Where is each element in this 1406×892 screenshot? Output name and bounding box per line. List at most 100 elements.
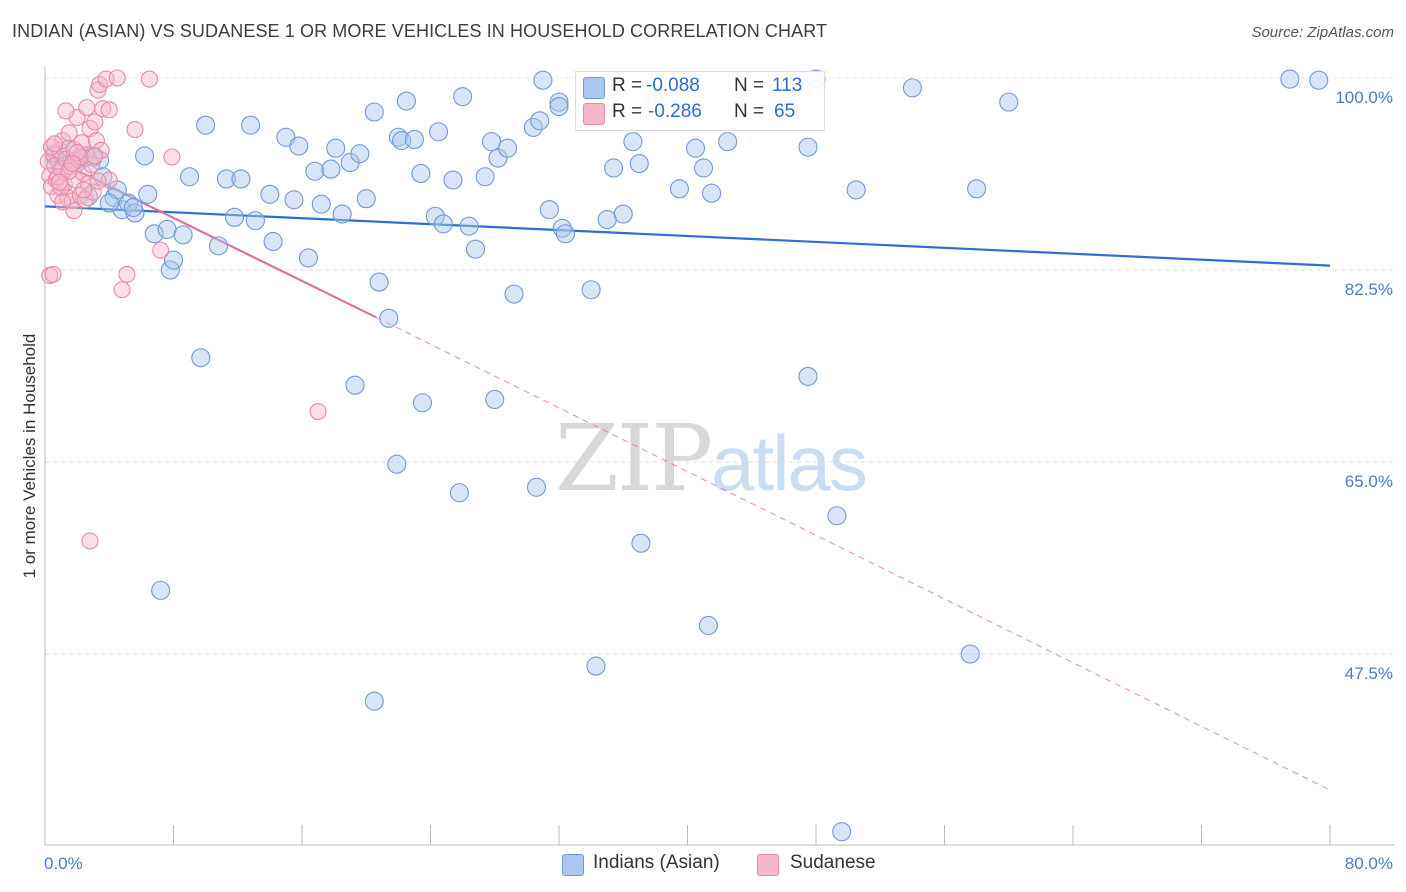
point-indians (631, 533, 651, 553)
y-tick-label: 82.5% (1345, 280, 1393, 299)
point-indians (241, 115, 261, 135)
point-indians (597, 209, 617, 230)
point-indians (832, 822, 852, 842)
point-sudanese (309, 402, 327, 421)
point-indians (208, 236, 229, 256)
legend-r-label: R = (612, 75, 648, 96)
point-indians (526, 477, 547, 497)
y-tick-label: 100.0% (1335, 88, 1393, 107)
legend-n-value: 65 (774, 101, 796, 122)
legend-r-value: -0.286 (648, 101, 702, 122)
x-tick-label: 0.0% (44, 854, 83, 873)
point-indians (425, 206, 445, 226)
point-indians (459, 216, 479, 236)
point-indians (356, 189, 376, 209)
point-sudanese (89, 172, 107, 190)
point-indians (702, 183, 722, 203)
trendline-sudanese-extended (375, 316, 1331, 791)
point-indians (151, 580, 171, 600)
point-indians (173, 225, 193, 245)
point-indians (311, 194, 331, 214)
point-indians (231, 169, 251, 189)
x-tick-label: 80.0% (1345, 854, 1393, 873)
point-indians (364, 691, 384, 711)
point-indians (530, 111, 550, 131)
correlation-legend: R = -0.088 N = 113 R = -0.286 N = 65 (575, 71, 825, 131)
point-sudanese (86, 147, 104, 165)
axes (44, 67, 1395, 846)
point-indians (465, 239, 486, 259)
point-indians (396, 91, 416, 111)
point-indians (846, 180, 866, 200)
point-indians (798, 366, 818, 386)
point-indians (369, 272, 389, 292)
point-sudanese (75, 181, 93, 199)
point-indians (428, 122, 449, 142)
point-indians (685, 138, 706, 158)
point-indians (539, 200, 559, 220)
point-sudanese (54, 193, 72, 211)
point-sudanese (126, 121, 144, 139)
chart-title: INDIAN (ASIAN) VS SUDANESE 1 OR MORE VEH… (12, 21, 828, 41)
point-sudanese (152, 241, 170, 259)
point-indians (263, 231, 283, 252)
point-indians (412, 393, 433, 413)
data-points (39, 69, 1329, 842)
point-indians (967, 179, 987, 199)
point-indians (629, 154, 649, 174)
point-sudanese (44, 265, 62, 283)
point-sudanese (65, 202, 83, 220)
point-indians (298, 248, 318, 268)
point-indians (488, 148, 508, 168)
point-indians (669, 179, 690, 199)
point-indians (481, 132, 502, 152)
point-sudanese (50, 173, 69, 191)
point-indians (798, 137, 818, 157)
point-indians (453, 87, 473, 107)
point-indians (449, 483, 469, 503)
point-indians (138, 184, 158, 204)
legend-row-indians: R = -0.088 N = 113 (576, 75, 824, 101)
legend-row-sudanese: R = -0.286 N = 65 (576, 101, 824, 127)
y-tick-label: 47.5% (1345, 664, 1393, 683)
point-indians (260, 184, 280, 204)
point-indians (345, 375, 365, 395)
legend-n-label: N = (734, 75, 770, 96)
point-indians (332, 204, 352, 224)
legend-label-sudanese: Sudanese (790, 852, 876, 873)
point-sudanese (78, 99, 96, 117)
point-indians (404, 129, 424, 149)
point-indians (191, 348, 211, 368)
point-indians (475, 167, 495, 187)
trendline-sudanese (44, 153, 377, 319)
point-sudanese (68, 144, 86, 162)
legend-swatch-sudanese (583, 103, 605, 125)
point-indians (549, 92, 569, 112)
point-indians (999, 92, 1019, 112)
point-indians (144, 224, 164, 244)
point-indians (245, 211, 265, 231)
point-indians (549, 96, 569, 117)
point-sudanese (60, 124, 78, 142)
point-sudanese (86, 113, 104, 131)
watermark-zip: ZIP (555, 405, 713, 512)
point-indians (552, 218, 572, 238)
trendline-indians (44, 205, 1331, 267)
point-indians (698, 615, 718, 636)
point-sudanese (140, 70, 158, 88)
legend-label-indians: Indians (Asian) (593, 852, 720, 873)
tick-labels: 47.5% 65.0% 82.5% 100.0% 0.0% 80.0% (44, 88, 1393, 873)
watermark-atlas: atlas (711, 419, 868, 507)
point-sudanese (163, 148, 181, 166)
source-label: Source: ZipAtlas.com (1251, 24, 1394, 41)
point-indians (224, 207, 245, 227)
legend-n-value: 113 (772, 75, 803, 96)
point-sudanese (81, 532, 99, 550)
legend-n-label: N = (734, 101, 770, 122)
point-indians (718, 132, 738, 152)
point-indians (443, 170, 463, 190)
grid-lines (45, 77, 1395, 655)
legend-swatch-sudanese (757, 854, 779, 876)
point-indians (326, 138, 346, 158)
point-indians (388, 127, 408, 147)
